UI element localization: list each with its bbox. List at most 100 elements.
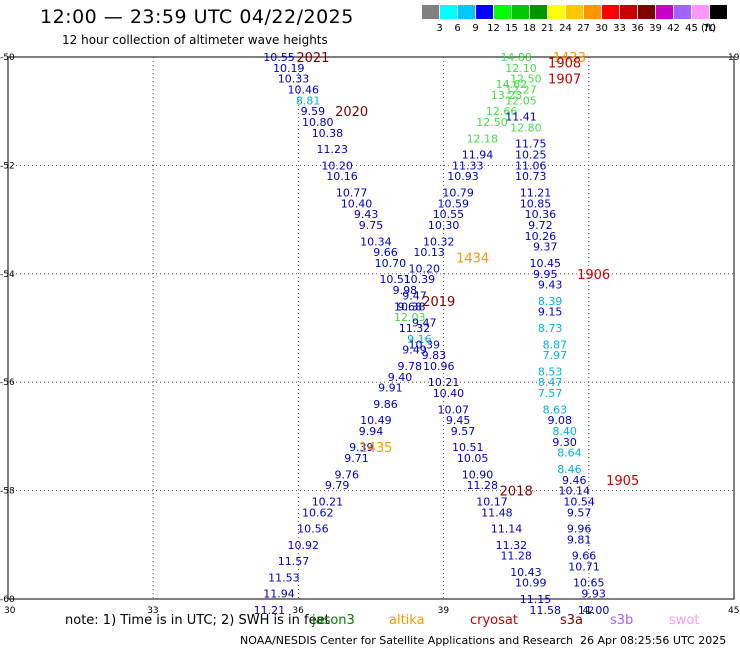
wave-height-value: 11.23 [317, 143, 349, 156]
legend-swatch [476, 5, 493, 19]
wave-height-value: 9.08 [548, 414, 573, 427]
satellite-label-cryosat: cryosat [470, 613, 518, 628]
legend-swatch [638, 5, 655, 19]
legend-label: 33 [613, 23, 626, 34]
legend-swatch [584, 5, 601, 19]
legend-label: 45 [685, 23, 698, 34]
wave-height-value: 9.93 [581, 588, 606, 601]
wave-height-value: 12.50 [476, 116, 508, 129]
wave-height-value: 8.39 [538, 295, 563, 308]
wave-height-value: 9.57 [567, 506, 592, 519]
lat-tick-label: -60 [0, 595, 15, 605]
legend-swatch [512, 5, 529, 19]
pass-time-label: 1433 [553, 51, 586, 66]
wave-height-value: 9.43 [354, 208, 379, 221]
wave-height-value: 10.92 [287, 539, 319, 552]
wave-height-value: 9.81 [567, 533, 592, 546]
wave-height-value: 9.57 [451, 425, 476, 438]
wave-height-value: 8.63 [543, 403, 568, 416]
wave-height-value: 10.56 [297, 523, 329, 536]
wave-height-value: 10.85 [520, 197, 552, 210]
wave-height-value: 11.48 [481, 506, 513, 519]
wave-height-value: 10.43 [510, 566, 542, 579]
lat-tick-label: -52 [0, 161, 15, 171]
wave-height-value: 11.14 [491, 523, 523, 536]
legend-swatch [674, 5, 691, 19]
wave-height-value: 9.86 [373, 398, 398, 411]
wave-height-value: 9.98 [393, 284, 418, 297]
wave-height-value: 12.27 [505, 84, 537, 97]
wave-height-value: 12.66 [486, 105, 518, 118]
pass-time-label: 1908 [548, 56, 581, 71]
wave-height-value: 10.17 [476, 495, 508, 508]
legend-swatch [458, 5, 475, 19]
wave-height-value: 10.26 [525, 230, 557, 243]
legend-label: 27 [577, 23, 590, 34]
wave-height-value: 10.90 [462, 468, 494, 481]
lon-tick-label: 42 [583, 606, 594, 616]
legend-swatch [710, 5, 727, 19]
satellite-label-s3b: s3b [610, 613, 634, 628]
wave-height-value: 8.87 [543, 338, 568, 351]
wave-height-value: 9.59 [301, 105, 326, 118]
wave-height-value: 9.83 [422, 349, 447, 362]
wave-height-value: 11.06 [515, 159, 547, 172]
wave-height-value: 10.77 [336, 187, 368, 200]
wave-height-value: 10.21 [312, 495, 344, 508]
legend-label: 6 [454, 23, 461, 34]
wave-height-value: 11.28 [467, 479, 499, 492]
wave-height-value: 10.32 [423, 235, 455, 248]
legend-swatch [620, 5, 637, 19]
wave-height-value: 10.55 [433, 208, 465, 221]
wave-height-value: 11.32 [496, 539, 528, 552]
wave-height-value: 12.05 [505, 94, 537, 107]
wave-height-value: 9.47 [412, 317, 437, 330]
legend-swatch [692, 5, 709, 19]
map-frame [7, 56, 735, 600]
wave-height-value: 10.20 [408, 262, 440, 275]
pass-time-label: 2021 [296, 51, 329, 66]
legend-swatch [566, 5, 583, 19]
wave-height-value: 9.94 [359, 425, 384, 438]
lat-tick-label: -50 [0, 53, 15, 63]
legend-label: 18 [523, 23, 536, 34]
wave-height-value: 9.95 [533, 268, 558, 281]
wave-height-value: 10.62 [302, 506, 334, 519]
legend-label: 36 [631, 23, 644, 34]
wave-height-value: 10.55 [263, 51, 295, 64]
wave-height-value: 9.43 [538, 279, 563, 292]
right-tick-label: 19 [728, 53, 740, 63]
lon-tick-label: 45 [728, 606, 739, 616]
wave-height-value: 10.38 [394, 300, 426, 313]
lat-tick-label: -56 [0, 378, 15, 388]
pass-time-label: 2019 [422, 295, 455, 310]
lat-tick-label: -58 [0, 487, 15, 497]
credit-line: NOAA/NESDIS Center for Satellite Applica… [240, 634, 574, 647]
wave-height-value: 12.03 [394, 311, 426, 324]
map-title: 12:00 — 23:59 UTC 04/22/2025 [40, 6, 354, 28]
pass-time-label: 1906 [577, 268, 610, 283]
wave-height-value: 9.76 [335, 468, 360, 481]
legend-swatch [494, 5, 511, 19]
legend-swatch [530, 5, 547, 19]
wave-height-value: 10.99 [515, 577, 547, 590]
wave-height-value: 11.57 [278, 555, 310, 568]
legend-label: 39 [649, 23, 662, 34]
wave-height-value: 9.40 [388, 371, 413, 384]
wave-height-value: 9.49 [402, 344, 427, 357]
wave-height-value: 10.14 [559, 485, 591, 498]
legend-swatch [602, 5, 619, 19]
legend-label: 24 [559, 23, 572, 34]
wave-height-value: 12.18 [467, 132, 499, 145]
wave-height-value: 10.79 [442, 187, 474, 200]
wave-height-value: 10.46 [287, 84, 319, 97]
wave-height-value: 9.37 [533, 241, 558, 254]
wave-height-value: 9.96 [567, 523, 592, 536]
generation-timestamp: 26 Apr 08:25:56 UTC 2025 [580, 634, 727, 647]
wave-height-value: 9.30 [552, 436, 577, 449]
wave-height-value: 10.33 [278, 73, 310, 86]
wave-height-value: 10.19 [273, 62, 305, 75]
wave-height-value: 8.73 [538, 322, 563, 335]
legend-swatch [440, 5, 457, 19]
wave-height-value: 10.80 [302, 116, 334, 129]
